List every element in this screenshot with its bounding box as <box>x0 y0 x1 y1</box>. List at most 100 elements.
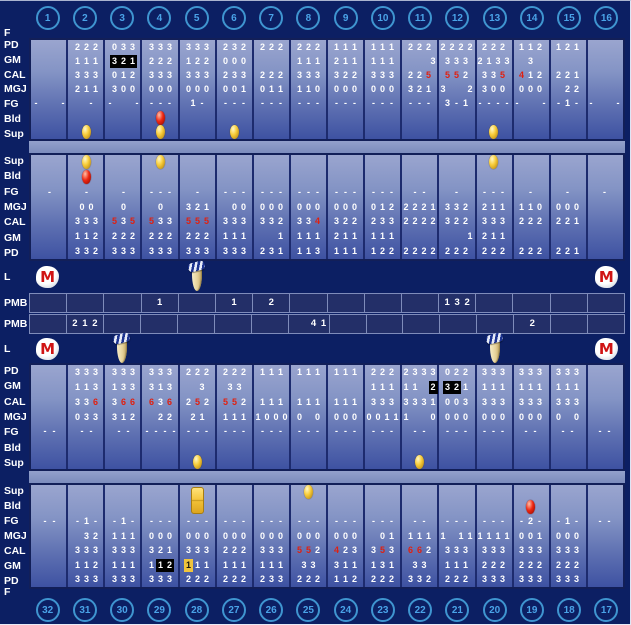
yellow-egg-icon[interactable] <box>193 454 202 469</box>
m-logo-icon[interactable]: M <box>36 266 60 288</box>
column-number-circle[interactable]: 12 <box>445 6 470 30</box>
column-number-circle[interactable]: 4 <box>147 6 172 30</box>
grid-value: 2 <box>305 574 311 585</box>
score-cell <box>31 170 68 185</box>
grid-value: 3 <box>518 545 524 556</box>
column-number-circle[interactable]: 18 <box>557 598 582 622</box>
score-cell <box>253 439 290 454</box>
m-logo-icon[interactable]: M <box>36 337 60 360</box>
red-egg-icon[interactable] <box>156 110 165 125</box>
column-number-circle[interactable]: 3 <box>110 6 135 30</box>
column-number-circle[interactable]: 15 <box>557 6 582 30</box>
grid-value: 2 <box>129 411 135 422</box>
score-cell: --- <box>216 424 253 439</box>
column-number-circle[interactable]: 20 <box>482 598 507 622</box>
m-logo-icon[interactable]: M <box>594 337 618 360</box>
score-cell: --- <box>401 97 438 111</box>
column-number-circle[interactable]: 21 <box>445 598 470 622</box>
grid-value: 0 <box>185 530 191 541</box>
score-cell <box>401 454 438 469</box>
column-number-circle[interactable]: 5 <box>184 6 209 30</box>
score-cell: --- <box>438 424 475 439</box>
column-number-circle[interactable]: 30 <box>110 598 135 622</box>
grid-value: 2 <box>277 216 283 227</box>
yellow-egg-icon[interactable] <box>489 124 498 139</box>
column-number-circle[interactable]: 13 <box>482 6 507 30</box>
column-number-circle[interactable]: 9 <box>333 6 358 30</box>
column-number-circle[interactable]: 32 <box>35 598 60 622</box>
grid-value: 0 <box>499 83 505 94</box>
grid-value: 0 <box>231 201 237 212</box>
column-number-circle[interactable]: 14 <box>519 6 544 30</box>
score-cell <box>253 500 290 515</box>
column-number-circle[interactable]: 1 <box>35 6 60 30</box>
grid-value: 3 <box>74 246 80 257</box>
grid-value: 2 <box>564 246 570 257</box>
grid-value: 3 <box>157 246 163 257</box>
column-number-circle[interactable]: 28 <box>184 598 209 622</box>
grid-column <box>105 40 143 139</box>
column-number-circle[interactable]: 16 <box>594 6 619 30</box>
score-cell: --- <box>179 424 216 439</box>
circle-cell: 7 <box>253 5 290 31</box>
grid-value: - <box>34 98 38 109</box>
column-number-circle[interactable]: 24 <box>333 598 358 622</box>
column-number-circle[interactable]: 8 <box>296 6 321 30</box>
column-number-circle[interactable]: 19 <box>519 598 544 622</box>
grid-value: 3 <box>92 545 98 556</box>
score-cell: - <box>179 185 216 200</box>
yellow-egg-icon[interactable] <box>156 155 165 170</box>
pmb-cell <box>30 315 67 333</box>
grid-value: 1 <box>351 396 357 407</box>
grid-value: - <box>316 426 319 437</box>
yellow-egg-icon[interactable] <box>82 124 91 139</box>
grid-value: 1 <box>83 55 89 66</box>
grid-value: 3 <box>120 366 126 377</box>
yellow-egg-icon[interactable] <box>82 155 91 170</box>
score-cell <box>512 125 549 139</box>
score-cell: --- <box>290 424 327 439</box>
tooth-cap-icon[interactable] <box>484 331 504 364</box>
yellow-egg-icon[interactable] <box>230 124 239 139</box>
red-egg-icon[interactable] <box>526 499 535 514</box>
column-number-circle[interactable]: 25 <box>296 598 321 622</box>
grid-value: - <box>316 98 319 109</box>
tooth-cap-icon[interactable] <box>186 260 206 292</box>
yellow-egg-icon[interactable] <box>489 155 498 170</box>
yellow-egg-icon[interactable] <box>415 454 424 469</box>
yellow-egg-icon[interactable] <box>156 124 165 139</box>
yellow-egg-icon[interactable] <box>304 485 313 500</box>
score-cell <box>105 111 142 125</box>
tooth-cap-icon[interactable] <box>112 331 131 364</box>
column-number-circle[interactable]: 29 <box>147 598 172 622</box>
score-row-mgj: 0321110000000000000000000011111011111100… <box>31 529 623 544</box>
column-number-circle[interactable]: 6 <box>221 6 246 30</box>
grid-value: 1 <box>240 83 246 94</box>
column-number-circle[interactable]: 27 <box>221 598 246 622</box>
gold-bar-icon[interactable] <box>190 487 204 514</box>
column-number-circle[interactable]: 11 <box>408 6 433 30</box>
grid-value: 3 <box>166 41 172 52</box>
column-number-circle[interactable]: 26 <box>259 598 284 622</box>
score-cell <box>31 439 68 454</box>
red-egg-icon[interactable] <box>82 170 91 185</box>
grid-value: - <box>261 515 264 526</box>
column-number-circle[interactable]: 10 <box>370 6 395 30</box>
column-number-circle[interactable]: 22 <box>408 598 433 622</box>
column-number-circle[interactable]: 23 <box>370 598 395 622</box>
m-logo-icon[interactable]: M <box>594 266 618 288</box>
column-number-circle[interactable]: 2 <box>72 6 97 30</box>
column-number-circle[interactable]: 31 <box>72 598 97 622</box>
column-number-circle[interactable]: 17 <box>594 598 619 622</box>
grid-column <box>439 365 477 469</box>
column-number-circle[interactable]: 7 <box>259 6 284 30</box>
